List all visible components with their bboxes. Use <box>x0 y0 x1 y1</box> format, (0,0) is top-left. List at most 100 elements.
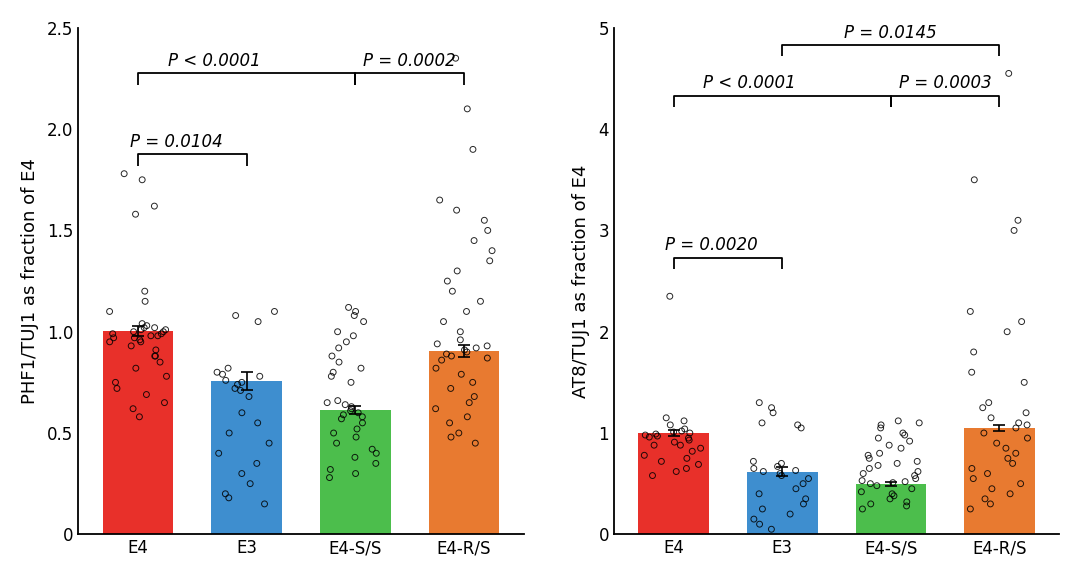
Point <box>862 479 879 488</box>
Point <box>136 297 153 306</box>
Point <box>673 427 690 436</box>
Text: P = 0.0145: P = 0.0145 <box>845 24 937 42</box>
Point <box>124 404 141 413</box>
Point <box>125 333 143 342</box>
Point <box>963 368 981 377</box>
Point <box>456 345 473 354</box>
Point <box>443 351 460 361</box>
Point <box>690 460 707 469</box>
Point <box>897 501 915 510</box>
Point <box>676 424 693 434</box>
Point <box>885 478 902 487</box>
Point <box>249 317 267 326</box>
Point <box>860 451 877 460</box>
Point <box>883 489 901 498</box>
Point <box>478 353 496 362</box>
Point <box>872 423 889 432</box>
Point <box>755 467 772 476</box>
Bar <box>320 410 391 534</box>
Point <box>678 454 696 463</box>
Point <box>348 432 365 442</box>
Point <box>978 469 996 478</box>
Point <box>154 327 172 336</box>
Point <box>458 347 475 357</box>
Point <box>347 453 364 462</box>
Point <box>152 329 170 338</box>
Point <box>751 489 768 498</box>
Point <box>322 465 339 474</box>
Text: P < 0.0001: P < 0.0001 <box>703 75 796 92</box>
Point <box>465 236 483 245</box>
Point <box>899 497 916 506</box>
Point <box>886 491 903 501</box>
Point <box>459 104 476 113</box>
Point <box>333 414 350 424</box>
Point <box>105 333 122 342</box>
Point <box>910 418 928 428</box>
Point <box>889 459 906 468</box>
Point <box>330 343 348 353</box>
Point <box>890 416 907 425</box>
Point <box>468 343 485 353</box>
Point <box>467 439 484 448</box>
Point <box>894 428 912 438</box>
Y-axis label: AT8/TUJ1 as fraction of E4: AT8/TUJ1 as fraction of E4 <box>572 164 590 398</box>
Point <box>349 424 366 434</box>
Point <box>1018 420 1036 429</box>
Point <box>665 427 683 436</box>
Bar <box>747 472 818 534</box>
Point <box>147 345 164 354</box>
Point <box>908 457 926 466</box>
Point <box>157 325 174 334</box>
Point <box>853 487 870 497</box>
Point <box>337 400 354 409</box>
Point <box>667 467 685 476</box>
Bar <box>855 484 927 534</box>
Point <box>347 469 364 478</box>
Point <box>100 307 118 316</box>
Point <box>458 307 475 316</box>
Bar <box>429 351 499 534</box>
Point <box>678 464 696 473</box>
Point <box>869 461 887 470</box>
Point <box>433 355 450 365</box>
Point <box>793 423 810 432</box>
Point <box>901 436 918 446</box>
Point <box>672 440 689 450</box>
Point <box>997 443 1014 453</box>
Point <box>435 317 453 326</box>
Point <box>745 464 762 473</box>
Point <box>146 323 163 332</box>
Point <box>227 384 244 393</box>
Point <box>868 481 886 490</box>
Point <box>345 331 362 340</box>
Point <box>665 438 683 447</box>
Point <box>441 418 458 428</box>
Point <box>892 443 909 453</box>
Point <box>442 384 459 393</box>
Point <box>964 474 982 483</box>
Point <box>1018 434 1036 443</box>
Point <box>773 459 791 468</box>
Point <box>870 449 888 458</box>
Point <box>249 418 267 428</box>
Point <box>481 256 498 265</box>
Point <box>661 292 678 301</box>
Text: P = 0.0104: P = 0.0104 <box>130 133 222 151</box>
Point <box>906 471 923 480</box>
Point <box>438 276 456 286</box>
Point <box>217 489 234 498</box>
Point <box>640 432 658 442</box>
Point <box>465 392 483 401</box>
Point <box>354 412 372 421</box>
Point <box>773 471 791 480</box>
Point <box>220 493 238 502</box>
Point <box>873 420 890 429</box>
Point <box>762 525 780 534</box>
Point <box>909 467 927 476</box>
Point <box>146 351 163 361</box>
Point <box>981 398 998 407</box>
Point <box>323 351 340 361</box>
Point <box>242 479 259 488</box>
Point <box>861 454 878 463</box>
